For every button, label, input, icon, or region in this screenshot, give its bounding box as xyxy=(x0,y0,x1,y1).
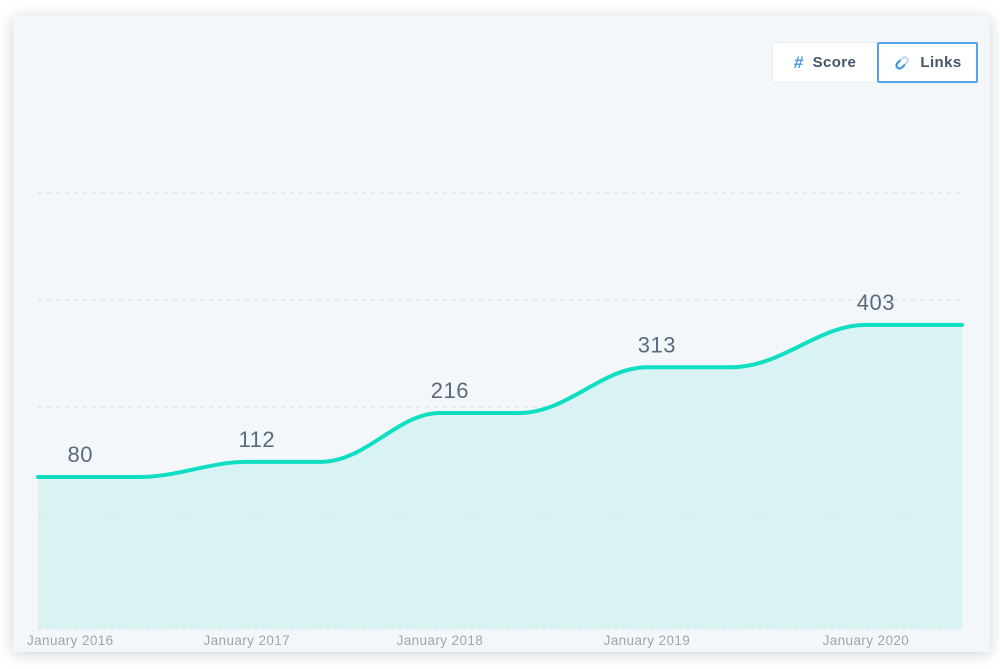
value-label: 216 xyxy=(431,378,469,403)
x-tick-label: January 2019 xyxy=(604,633,691,648)
links-area-chart: 80 112 216 313 403 January 2016 January 2017 Ja… xyxy=(27,192,964,648)
series-area xyxy=(38,324,962,629)
metric-toggle: # Score Links xyxy=(772,42,978,83)
link-icon xyxy=(893,54,911,72)
value-label: 80 xyxy=(68,442,93,467)
links-tab-label: Links xyxy=(920,54,962,71)
hash-icon: # xyxy=(792,53,805,72)
links-tab[interactable]: Links xyxy=(877,42,978,83)
x-tick-label: January 2017 xyxy=(203,633,290,648)
x-tick-label: January 2018 xyxy=(397,633,484,648)
chart-card: 80 112 216 313 403 January 2016 January 2017 Ja… xyxy=(13,16,990,652)
value-label: 403 xyxy=(857,290,895,315)
series-line xyxy=(36,322,964,479)
value-label: 313 xyxy=(638,332,676,357)
score-tab[interactable]: # Score xyxy=(772,42,877,83)
value-label: 112 xyxy=(239,427,276,452)
score-tab-label: Score xyxy=(812,54,857,71)
x-tick-label: January 2016 xyxy=(27,633,114,648)
x-tick-label: January 2020 xyxy=(823,633,910,648)
